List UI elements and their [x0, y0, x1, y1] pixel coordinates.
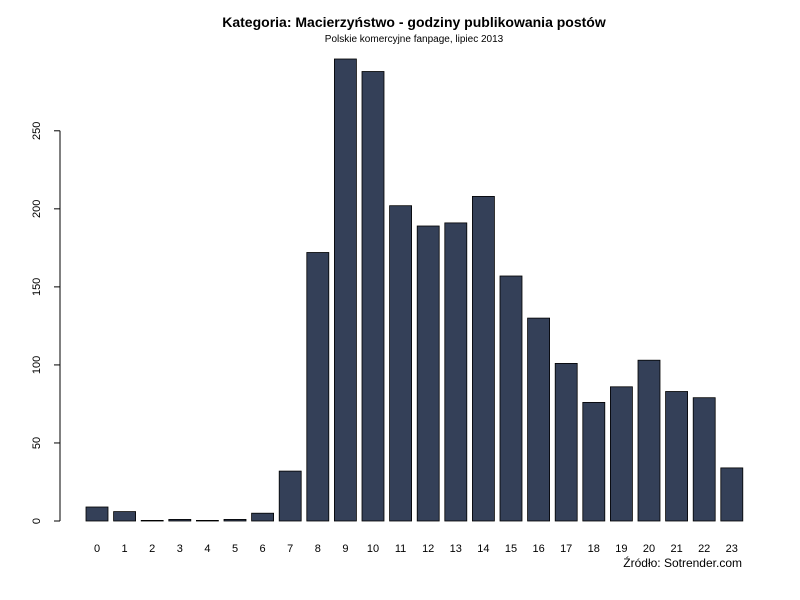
bar-hour-11: [389, 205, 413, 522]
bar-hour-18: [582, 401, 606, 522]
x-tick-label: 10: [367, 543, 379, 555]
y-tick-label: 200: [31, 200, 43, 218]
y-tick-label: 0: [31, 518, 43, 524]
x-tick-label: 5: [232, 543, 238, 555]
bar-hour-20: [637, 359, 661, 522]
x-tick-label: 14: [477, 543, 489, 555]
bar-hour-1: [113, 511, 136, 522]
bar-hour-17: [554, 362, 578, 522]
x-tick-label: 23: [726, 543, 738, 555]
chart-title: Kategoria: Macierzyństwo - godziny publi…: [222, 14, 606, 30]
y-tick-label: 50: [31, 437, 43, 449]
x-tick-label: 3: [177, 543, 183, 555]
x-tick-label: 1: [122, 543, 128, 555]
bar-hour-7: [278, 470, 302, 522]
chart-subtitle: Polskie komercyjne fanpage, lipiec 2013: [325, 34, 504, 45]
x-tick-label: 11: [395, 543, 406, 555]
x-tick-label: 22: [698, 543, 710, 555]
bar-hour-22: [692, 397, 716, 522]
x-tick-label: 12: [422, 543, 434, 555]
x-tick-label: 0: [94, 543, 100, 555]
y-tick-label: 100: [31, 356, 43, 374]
y-axis: 0 50 100 150 200 250: [31, 122, 61, 524]
y-tick-label: 250: [31, 122, 43, 140]
bar-hour-23: [720, 467, 744, 522]
y-tick-label: 150: [31, 278, 43, 296]
x-tick-label: 9: [342, 543, 348, 555]
bar-hour-13: [444, 222, 468, 522]
bar-hour-2: [140, 520, 164, 522]
x-tick-label: 21: [670, 543, 682, 555]
x-tick-label: 15: [505, 543, 517, 555]
source-caption: Źródło: Sotrender.com: [623, 555, 742, 570]
bar-hour-14: [471, 195, 495, 522]
x-tick-label: 4: [204, 543, 210, 555]
x-tick-label: 20: [643, 543, 655, 555]
bar-hour-16: [527, 317, 550, 522]
bar-hour-9: [333, 58, 357, 522]
bar-hour-3: [168, 519, 192, 522]
x-tick-label: 16: [532, 543, 544, 555]
x-tick-label: 2: [149, 543, 155, 555]
bar-hour-5: [223, 519, 247, 522]
bar-hour-6: [251, 512, 275, 522]
x-tick-label: 18: [588, 543, 600, 555]
bar-hour-8: [306, 252, 330, 522]
x-tick-label: 19: [615, 543, 627, 555]
x-tick-label: 8: [315, 543, 321, 555]
x-tick-label: 17: [560, 543, 572, 555]
bar-hour-21: [665, 391, 688, 522]
bar-hour-0: [85, 506, 109, 522]
bar-hour-10: [361, 71, 385, 522]
bar-hour-15: [499, 275, 523, 522]
x-tick-label: 7: [287, 543, 293, 555]
bars-group: [85, 58, 744, 522]
x-tick-label: 13: [450, 543, 462, 555]
x-tick-label: 6: [260, 543, 266, 555]
bar-hour-4: [195, 520, 219, 522]
x-axis-labels: 0 1 2 3 4 5 6 7 8 9 10 11 12 13 14 15 16 17 18 19 20 21 22 23: [94, 543, 738, 555]
bar-hour-19: [610, 386, 633, 522]
bar-hour-12: [416, 225, 440, 522]
